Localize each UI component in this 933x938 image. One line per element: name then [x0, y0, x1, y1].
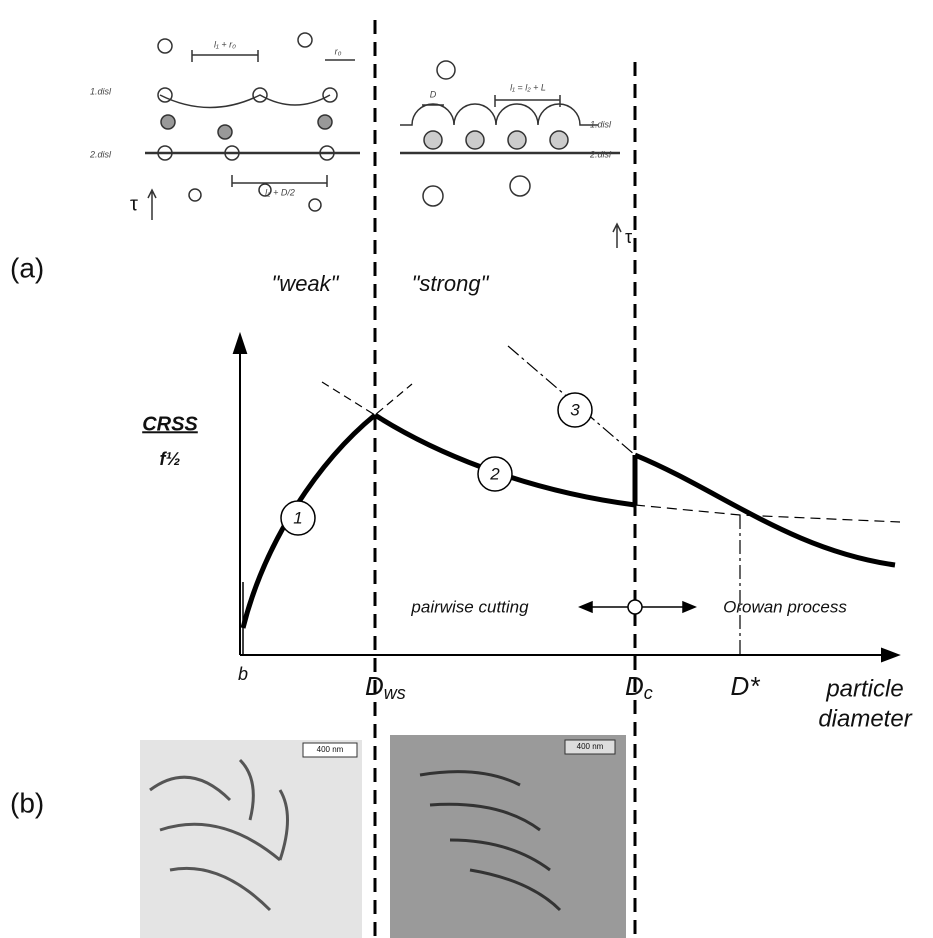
scale-bar-label: 400 nm — [577, 742, 604, 751]
axes — [232, 331, 901, 663]
dislocation-label: 2.disl — [589, 149, 612, 159]
regime-label: "weak" — [272, 271, 340, 296]
x-tick-label: D* — [731, 671, 761, 701]
curve-markers — [280, 392, 593, 536]
scale-box — [302, 742, 358, 758]
panel-label: (b) — [10, 787, 44, 818]
spacing-label: l₁ = l₂ + L — [510, 82, 546, 92]
annotation: Orowan process — [723, 597, 847, 616]
x-axis-title: diameter — [818, 705, 912, 732]
dislocation-label: 2.disl — [89, 149, 112, 159]
x-axis-title: particle — [825, 675, 903, 702]
stress-label: τ — [625, 227, 632, 247]
y-axis-label: CRSS — [142, 413, 198, 435]
curve-label: 2 — [489, 464, 500, 483]
tick-main: D — [365, 671, 384, 701]
tick-main: D — [625, 671, 644, 701]
spacing-label: D — [430, 89, 437, 99]
schematic-strong — [400, 60, 622, 248]
tick-sub: c — [644, 683, 653, 703]
panel-label: (a) — [10, 252, 44, 283]
schematic-weak — [145, 32, 360, 220]
dislocation-label: 1.disl — [90, 86, 112, 96]
spacing-label: l₁ + r₀ — [214, 39, 236, 49]
curve-label: 3 — [570, 400, 580, 419]
orowan-arrow — [578, 599, 697, 615]
scale-box — [564, 739, 616, 755]
x-tick-label: Dc — [625, 671, 653, 703]
x-tick-label: b — [238, 664, 248, 684]
curve-label: 1 — [293, 508, 302, 527]
tick-sub: ws — [384, 683, 406, 703]
spacing-label: r₀ — [335, 46, 342, 56]
micrograph-strong — [390, 735, 626, 938]
y-axis-label: f½ — [159, 449, 180, 469]
dislocation-label: 1.disl — [590, 119, 612, 129]
micrograph-texture — [419, 770, 562, 912]
x-tick-label: Dws — [365, 671, 406, 703]
annotation: pairwise cutting — [410, 597, 529, 616]
micrograph-texture — [149, 758, 289, 912]
spacing-label: l₂ + D/2 — [265, 187, 295, 197]
scale-bar-label: 400 nm — [317, 745, 344, 754]
stress-label: τ — [130, 193, 138, 215]
regime-label: "strong" — [412, 271, 490, 296]
